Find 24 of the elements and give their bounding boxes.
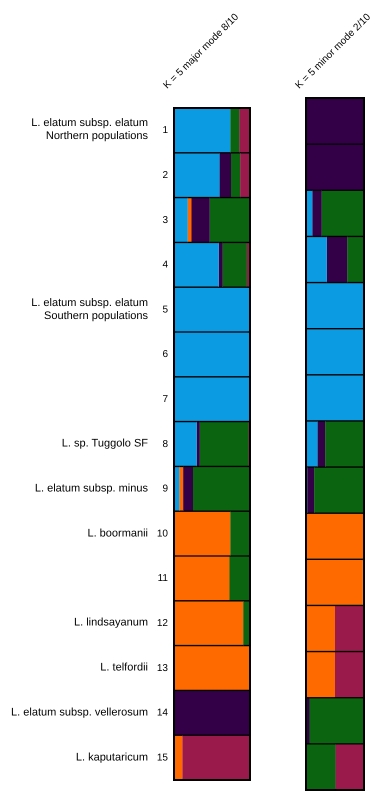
y-tick-label: 11	[158, 573, 168, 584]
text: L. elatum subsp. minus	[34, 482, 148, 496]
y-tick-label: 13	[156, 662, 168, 674]
y-tick-label: 6	[162, 349, 168, 360]
y-tick-label: 15	[156, 752, 168, 764]
text: L. boormanii	[86, 527, 148, 540]
y-tick-label: 2	[162, 170, 168, 181]
text: L. elatum subsp. elatum Southern populations	[30, 296, 148, 323]
y-tick-label: 7	[162, 394, 168, 405]
text: L. elatum subsp. elatum Northern populations	[30, 117, 148, 144]
y-tick-label: 1	[162, 125, 168, 136]
y-tick-label: 10	[156, 528, 168, 540]
text: L. sp. Tuggolo SF	[60, 438, 148, 450]
text: L. lindsayanum	[73, 616, 148, 630]
y-tick-label: 4	[162, 260, 168, 271]
y-tick-label: 14	[156, 708, 168, 719]
y-tick-label: 3	[162, 214, 168, 226]
text: L. elatum subsp. vellerosum	[10, 706, 148, 720]
y-tick-label: 5	[162, 304, 168, 316]
y-tick-label: 8	[162, 438, 168, 450]
y-tick-label: 9	[162, 484, 168, 495]
y-tick-label: 12	[156, 618, 168, 629]
text: L. kaputaricum	[74, 751, 148, 764]
text: L. telfordii	[99, 662, 148, 674]
